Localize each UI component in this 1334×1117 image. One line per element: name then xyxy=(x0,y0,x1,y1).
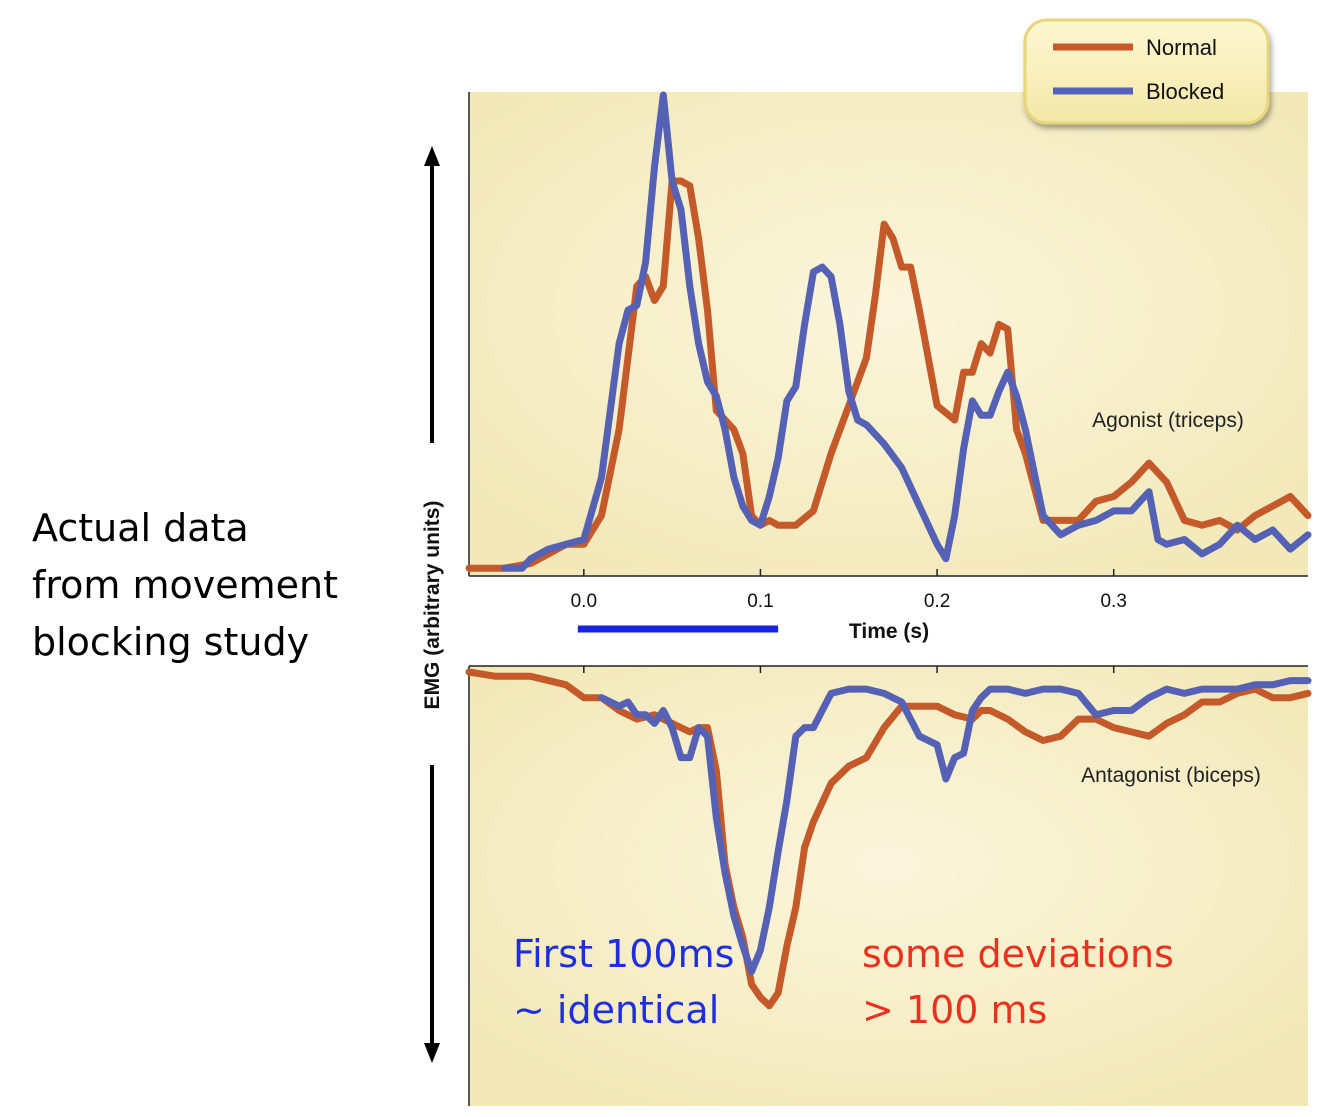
side-note-line: from movement xyxy=(32,563,339,607)
x-tick-label: 0.3 xyxy=(1100,591,1126,612)
legend-label-normal: Normal xyxy=(1146,35,1217,60)
antagonist-panel-bg xyxy=(469,666,1308,1106)
up-arrow-head xyxy=(424,146,440,166)
antagonist-blocked-line xyxy=(598,677,1312,976)
annotation-line: First 100ms xyxy=(513,932,735,976)
y-axis-title: EMG (arbitrary units) xyxy=(421,501,444,710)
side-note-line: Actual data xyxy=(32,506,249,550)
annotation-line: ~ identical xyxy=(513,988,720,1032)
agonist-label: Agonist (triceps) xyxy=(1092,409,1244,432)
agonist-normal-line xyxy=(465,177,1312,572)
x-tick-label: 0.2 xyxy=(924,591,950,612)
legend-label-blocked: Blocked xyxy=(1146,79,1224,104)
annotation-line: some deviations xyxy=(862,932,1174,976)
down-arrow-head xyxy=(424,1043,440,1063)
side-note: Actual data from movement blocking study xyxy=(32,500,392,671)
y-axis-arrows xyxy=(424,146,440,1063)
x-tick-label: 0.1 xyxy=(747,591,773,612)
x-axis-title: Time (s) xyxy=(849,620,929,643)
annotation-first-100ms: First 100ms ~ identical xyxy=(513,926,734,1038)
x-tick-label: 0.0 xyxy=(571,591,597,612)
annotation-line: > 100 ms xyxy=(862,988,1048,1032)
side-note-line: blocking study xyxy=(32,620,310,664)
agonist-blocked-line xyxy=(500,91,1312,572)
antagonist-label: Antagonist (biceps) xyxy=(1081,764,1261,787)
annotation-deviations: some deviations > 100 ms xyxy=(862,926,1174,1038)
legend: Normal Blocked xyxy=(1023,18,1270,125)
